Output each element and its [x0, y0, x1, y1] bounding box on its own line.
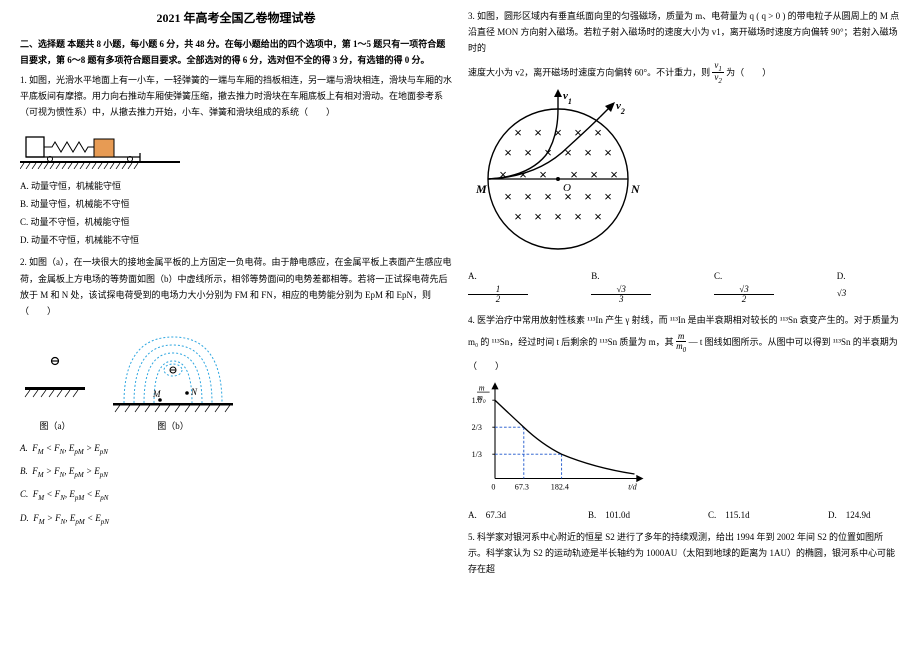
- svg-text:×: ×: [504, 189, 512, 204]
- question-4-text-1: 4. 医学治疗中常用放射性核素 ¹¹³In 产生 γ 射线，而 ¹¹³In 是由…: [468, 312, 900, 328]
- svg-text:67.3: 67.3: [515, 482, 529, 491]
- svg-text:×: ×: [539, 167, 547, 182]
- q3-option-b: B. √33: [591, 268, 654, 303]
- svg-text:×: ×: [499, 167, 507, 182]
- question-3-text: 3. 如图，圆形区域内有垂直纸面向里的匀强磁场，质量为 m、电荷量为 q ( q…: [468, 8, 900, 57]
- ratio-v1-v2: v1 v2: [712, 61, 724, 86]
- question-2-options: A. FM < FN, EpM > EpN B. FM > FN, EpM > …: [20, 440, 452, 529]
- question-3-text2: 速度大小为 v2，离开磁场时速度方向偏转 60°。不计重力，则 v1 v2 为（…: [468, 61, 900, 86]
- q4-option-b: B. 101.0d: [588, 507, 648, 523]
- question-1-options: A. 动量守恒，机械能守恒 B. 动量守恒，机械能不守恒 C. 动量不守恒，机械…: [20, 178, 452, 249]
- question-5-text: 5. 科学家对银河系中心附近的恒星 S2 进行了多年的持续观测，给出 1994 …: [468, 529, 900, 578]
- right-column: 3. 如图，圆形区域内有垂直纸面向里的匀强磁场，质量为 m、电荷量为 q ( q…: [460, 8, 908, 643]
- svg-text:×: ×: [610, 167, 618, 182]
- q4-option-d: D. 124.9d: [828, 507, 888, 523]
- svg-text:0: 0: [491, 482, 495, 491]
- svg-text:×: ×: [584, 189, 592, 204]
- figure-3: ××××× ×××××× ×××××× ×××××× ××××× O M N v…: [468, 89, 900, 264]
- q3-option-d: D. √3: [837, 268, 900, 303]
- figure-2b-label: 图（b）: [108, 418, 238, 434]
- svg-text:×: ×: [584, 145, 592, 160]
- left-column: 2021 年高考全国乙卷物理试卷 二、选择题 本题共 8 小题，每小题 6 分，…: [12, 8, 460, 643]
- svg-text:×: ×: [570, 167, 578, 182]
- q2-option-b: B. FM > FN, EpM > EpN: [20, 463, 452, 481]
- svg-text:×: ×: [524, 189, 532, 204]
- svg-text:×: ×: [554, 209, 562, 224]
- figure-2: 图（a）: [20, 323, 452, 434]
- svg-text:×: ×: [534, 209, 542, 224]
- question-4-text-2: m₀ 的 ¹¹³Sn，经过时间 t 后剩余的 ¹¹³Sn 质量为 m，其 m m…: [468, 332, 900, 354]
- svg-text:×: ×: [544, 189, 552, 204]
- figure-2a: 图（a）: [20, 343, 90, 434]
- svg-text:v2: v2: [616, 100, 625, 116]
- q3-option-c: C. √32: [714, 268, 777, 303]
- svg-text:v1: v1: [563, 90, 572, 106]
- svg-text:×: ×: [504, 145, 512, 160]
- q1-option-c: C. 动量不守恒，机械能守恒: [20, 214, 452, 230]
- svg-text:×: ×: [594, 209, 602, 224]
- q1-option-b: B. 动量守恒，机械能不守恒: [20, 196, 452, 212]
- svg-text:1/3: 1/3: [472, 450, 482, 459]
- question-4-options: A. 67.3d B. 101.0d C. 115.1d D. 124.9d: [468, 507, 900, 523]
- question-1-text: 1. 如图，光滑水平地面上有一小车，一轻弹簧的一端与车厢的挡板相连，另一端与滑块…: [20, 72, 452, 121]
- svg-text:×: ×: [514, 209, 522, 224]
- svg-text:N: N: [630, 182, 641, 196]
- svg-text:×: ×: [574, 209, 582, 224]
- svg-text:O: O: [563, 182, 571, 194]
- svg-text:×: ×: [604, 145, 612, 160]
- svg-text:×: ×: [514, 125, 522, 140]
- svg-text:×: ×: [534, 125, 542, 140]
- q2-option-d: D. FM > FN, EpM < EpN: [20, 510, 452, 528]
- figure-1: [20, 125, 452, 174]
- cart-spring-figure: [20, 125, 180, 169]
- svg-text:M: M: [475, 182, 487, 196]
- figure-2b: M N 图（b）: [108, 323, 238, 434]
- page-title: 2021 年高考全国乙卷物理试卷: [20, 8, 452, 30]
- q4-option-c: C. 115.1d: [708, 507, 768, 523]
- question-4-paren: （ ）: [468, 358, 900, 374]
- svg-text:×: ×: [604, 189, 612, 204]
- section-instruction: 二、选择题 本题共 8 小题，每小题 6 分，共 48 分。在每小题给出的四个选…: [20, 36, 452, 68]
- svg-text:182.4: 182.4: [551, 482, 569, 491]
- q3-option-a: A. 12: [468, 268, 531, 303]
- svg-text:×: ×: [594, 125, 602, 140]
- q2-option-a: A. FM < FN, EpM > EpN: [20, 440, 452, 458]
- svg-text:2/3: 2/3: [472, 423, 482, 432]
- svg-text:N: N: [190, 387, 198, 397]
- q4-option-a: A. 67.3d: [468, 507, 528, 523]
- figure-4-decay-chart: 1.0 2/3 1/3 0 67.3 182.4 t/d m m0: [468, 378, 900, 503]
- svg-text:×: ×: [590, 167, 598, 182]
- svg-text:×: ×: [524, 145, 532, 160]
- question-3-options: A. 12 B. √33 C. √32 D. √3: [468, 268, 900, 303]
- svg-text:M: M: [152, 389, 161, 399]
- q1-option-a: A. 动量守恒，机械能守恒: [20, 178, 452, 194]
- figure-2a-label: 图（a）: [20, 418, 90, 434]
- svg-text:m: m: [479, 383, 485, 392]
- question-2-text: 2. 如图（a），在一块很大的接地金属平板的上方固定一负电荷。由于静电感应，在金…: [20, 254, 452, 319]
- q2-option-c: C. FM < FN, EpM < EpN: [20, 486, 452, 504]
- svg-text:t/d: t/d: [628, 482, 637, 491]
- q1-option-d: D. 动量不守恒，机械能不守恒: [20, 232, 452, 248]
